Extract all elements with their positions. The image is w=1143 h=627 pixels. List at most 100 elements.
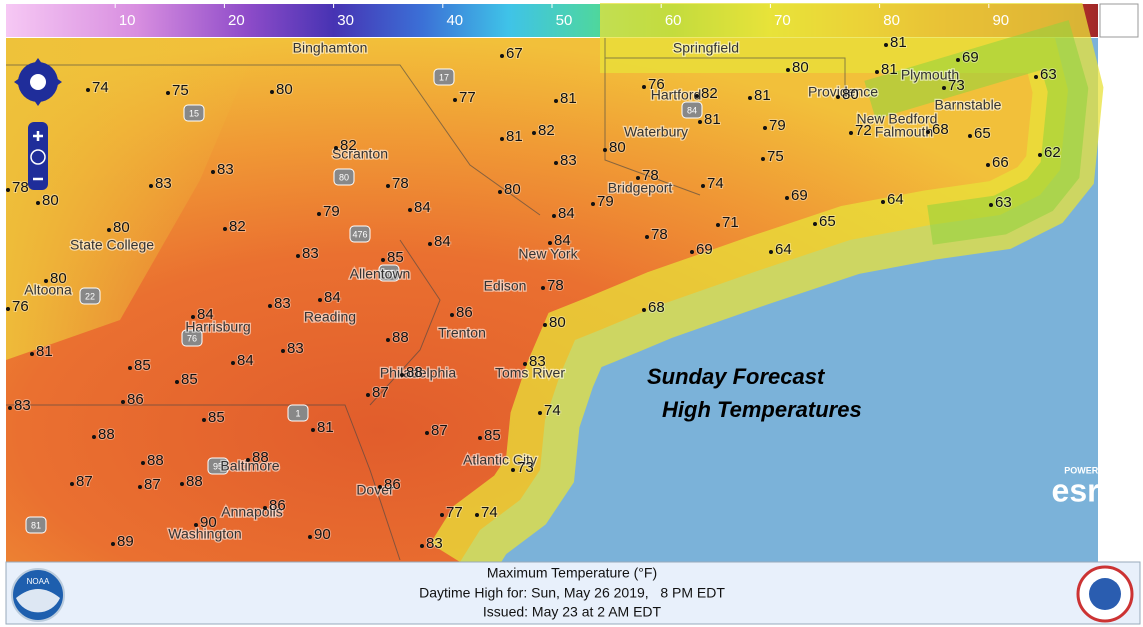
station-temperature: 84 — [197, 306, 214, 323]
noaa-text: NOAA — [27, 577, 50, 586]
colorbar-label: 10 — [119, 12, 136, 29]
highway-number: 22 — [85, 291, 95, 301]
station-temperature: 83 — [560, 152, 577, 169]
station-dot — [543, 323, 547, 327]
station-temperature: 84 — [558, 205, 575, 222]
station-temperature: 75 — [767, 148, 784, 165]
station-dot — [761, 157, 765, 161]
station-temperature: 80 — [50, 270, 67, 287]
station-temperature: 84 — [554, 232, 571, 249]
station-temperature: 83 — [14, 397, 31, 414]
station-dot — [440, 513, 444, 517]
station-dot — [698, 120, 702, 124]
station-dot — [498, 190, 502, 194]
city-label: Hartford — [651, 87, 702, 103]
station-dot — [475, 513, 479, 517]
city-label: Waterbury — [624, 124, 688, 140]
station-temperature: 80 — [792, 59, 809, 76]
station-dot — [769, 250, 773, 254]
station-temperature: 82 — [229, 218, 246, 235]
land — [6, 38, 1068, 562]
station-temperature: 77 — [459, 89, 476, 106]
station-temperature: 68 — [648, 299, 665, 316]
station-dot — [107, 228, 111, 232]
station-temperature: 77 — [446, 504, 463, 521]
station-dot — [849, 131, 853, 135]
city-label: Allentown — [350, 266, 411, 282]
station-temperature: 85 — [134, 357, 151, 374]
station-temperature: 74 — [92, 79, 109, 96]
station-temperature: 80 — [549, 314, 566, 331]
city-label: Falmouth — [875, 124, 933, 140]
station-dot — [378, 485, 382, 489]
city-label: New Bedford — [857, 111, 938, 127]
station-temperature: 63 — [995, 194, 1012, 211]
station-temperature: 73 — [517, 459, 534, 476]
station-temperature: 73 — [948, 77, 965, 94]
station-temperature: 62 — [1044, 144, 1061, 161]
station-dot — [138, 485, 142, 489]
city-label: Baltimore — [220, 458, 279, 474]
border — [6, 64, 541, 216]
highway-shield — [181, 329, 203, 347]
station-temperature: 65 — [819, 213, 836, 230]
globe-button[interactable] — [30, 149, 46, 165]
attribution: POWERED BY — [1064, 465, 1126, 475]
border — [604, 38, 846, 196]
station-temperature: 83 — [287, 340, 304, 357]
city-label: Atlantic City — [463, 452, 537, 468]
station-temperature: 89 — [117, 533, 134, 550]
station-temperature: 82 — [538, 122, 555, 139]
pan-control[interactable] — [14, 58, 62, 106]
station-dot — [690, 250, 694, 254]
city-label: Dover — [356, 482, 394, 498]
station-temperature: 83 — [302, 245, 319, 262]
station-temperature: 87 — [76, 473, 93, 490]
station-dot — [989, 203, 993, 207]
zoom-control[interactable] — [28, 122, 48, 190]
station-dot — [478, 436, 482, 440]
station-dot — [92, 435, 96, 439]
footer — [5, 561, 1141, 625]
city-label: Harrisburg — [185, 319, 250, 335]
station-temperature: 88 — [147, 452, 164, 469]
station-dot — [591, 202, 595, 206]
station-dot — [211, 170, 215, 174]
station-dot — [70, 482, 74, 486]
station-temperature: 65 — [974, 125, 991, 142]
station-dot — [968, 134, 972, 138]
station-temperature: 84 — [237, 352, 254, 369]
station-dot — [420, 544, 424, 548]
station-temperature: 85 — [484, 427, 501, 444]
border — [6, 404, 401, 561]
station-temperature: 84 — [434, 233, 451, 250]
station-dot — [538, 411, 542, 415]
station-dot — [1038, 153, 1042, 157]
station-dot — [386, 184, 390, 188]
station-temperature: 85 — [208, 409, 225, 426]
city-label: Scranton — [332, 146, 388, 162]
station-temperature: 69 — [696, 241, 713, 258]
station-temperature: 78 — [642, 167, 659, 184]
station-temperature: 64 — [887, 191, 904, 208]
station-dot — [748, 96, 752, 100]
zoom-symbols[interactable] — [33, 131, 43, 181]
colorbar-end — [1099, 3, 1139, 38]
station-dot — [1034, 75, 1038, 79]
highway-number: 80 — [339, 172, 349, 182]
station-temperature: 84 — [324, 289, 341, 306]
station-dot — [246, 458, 250, 462]
station-dot — [453, 98, 457, 102]
station-dot — [763, 126, 767, 130]
highway-shield — [25, 516, 47, 534]
station-dot — [926, 130, 930, 134]
city-label: Barnstable — [935, 97, 1002, 113]
station-temperature: 88 — [98, 426, 115, 443]
pan-arrows[interactable] — [14, 58, 62, 106]
pan-center[interactable] — [30, 74, 46, 90]
colorbar-label: 60 — [665, 12, 682, 29]
station-temperature: 88 — [392, 329, 409, 346]
station-dot — [223, 227, 227, 231]
city-label: Springfield — [673, 40, 739, 56]
